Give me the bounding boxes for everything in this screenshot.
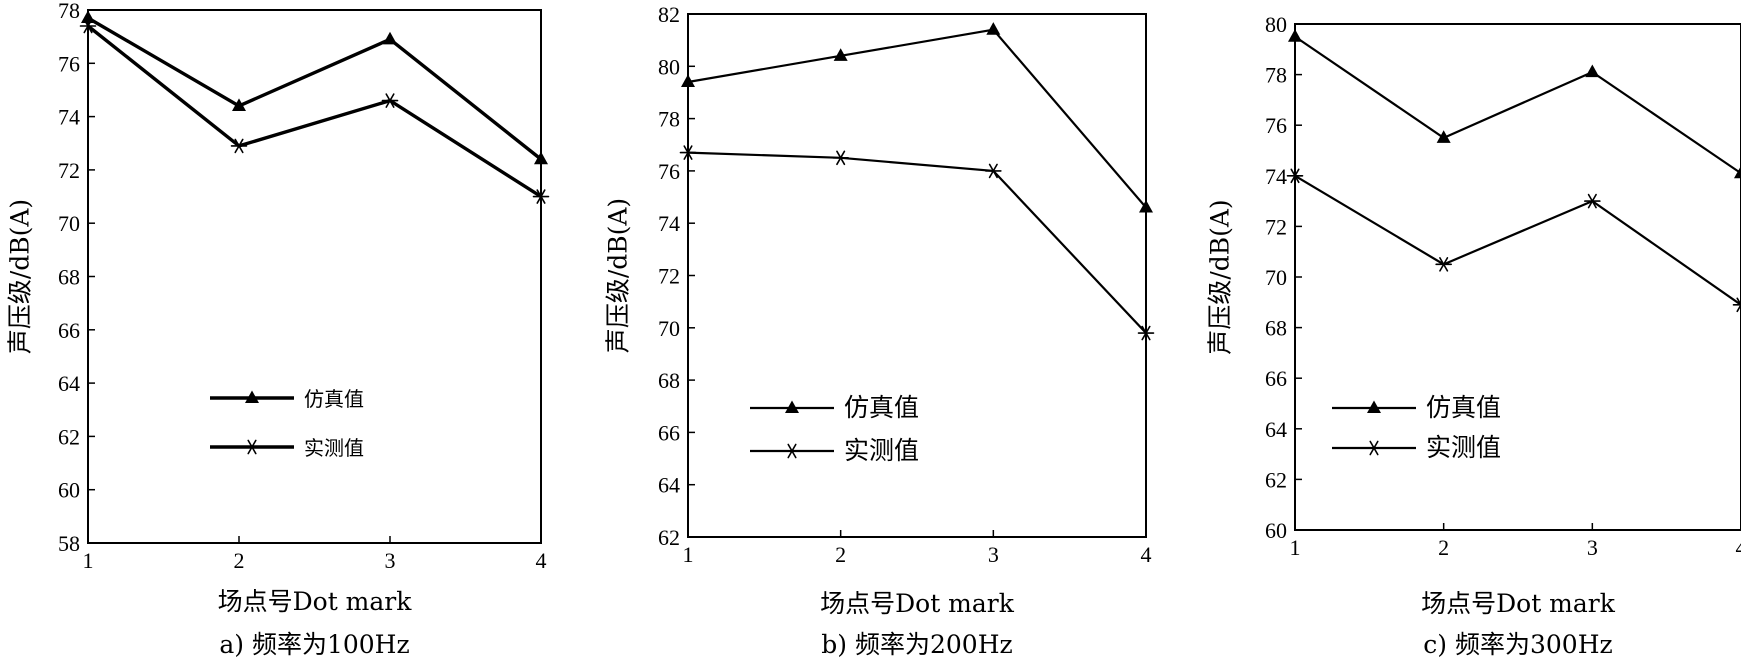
plot-frame [87,9,542,544]
chart-caption: b) 频率为200Hz [821,630,1012,659]
x-tick-label: 3 [1587,535,1598,560]
data-point [383,31,397,45]
legend-label: 仿真值 [304,387,364,411]
data-point [1584,193,1601,209]
y-tick-label: 76 [1265,113,1287,138]
legend-marker [243,439,261,455]
x-tick-label: 3 [385,548,396,573]
data-point [1286,168,1304,184]
data-point [985,163,1002,179]
x-tick-label: 1 [83,548,94,573]
chart-caption: a) 频率为100Hz [219,630,409,659]
y-tick-label: 70 [658,316,680,341]
legend-label: 实测值 [844,436,919,465]
x-axis-title: 场点号Dot mark [1421,589,1616,618]
y-tick-label: 74 [58,105,80,130]
y-tick-label: 60 [1265,518,1287,543]
x-tick-label: 1 [1290,535,1301,560]
y-tick-label: 66 [1265,366,1287,391]
data-point [1435,257,1452,272]
data-point [1734,165,1741,179]
data-point [833,48,848,61]
y-tick-label: 64 [658,473,680,498]
y-tick-label: 74 [1265,164,1287,189]
data-point [79,18,97,34]
y-tick-label: 70 [58,211,80,236]
data-point [1436,130,1451,143]
data-point [679,145,697,160]
y-axis-title: 声压级/dB(A) [1206,199,1235,354]
plot-frame [1294,23,1741,531]
data-point [81,10,95,24]
y-tick-label: 68 [58,265,80,290]
series-line [86,24,542,198]
legend-label: 实测值 [304,436,364,460]
x-tick-label: 4 [1736,535,1741,560]
y-tick-label: 64 [58,371,80,396]
data-point [232,98,246,111]
x-tick-label: 3 [988,542,999,567]
y-axis-title: 声压级/dB(A) [604,198,633,353]
data-point [1139,199,1153,213]
y-tick-label: 58 [58,531,80,556]
y-tick-label: 68 [1265,316,1287,341]
y-tick-label: 74 [658,211,680,236]
y-tick-label: 76 [58,51,80,76]
legend-marker [783,443,801,459]
y-tick-label: 76 [658,159,680,184]
series-line [1294,35,1741,175]
y-tick-label: 72 [1265,214,1287,239]
y-tick-label: 78 [658,107,680,132]
legend-label: 实测值 [1426,433,1501,462]
x-tick-label: 1 [683,542,694,567]
y-tick-label: 80 [658,54,680,79]
x-tick-label: 4 [1141,542,1152,567]
series-line [687,151,1147,334]
x-tick-label: 2 [1438,535,1449,560]
legend-marker [1367,400,1381,414]
y-tick-label: 78 [1265,63,1287,88]
data-point [832,150,849,166]
legend-marker [785,400,799,414]
y-axis-title: 声压级/dB(A) [6,199,35,354]
data-point [1288,29,1302,42]
legend-label: 仿真值 [1426,393,1501,422]
y-tick-label: 60 [58,478,80,503]
y-tick-label: 66 [658,420,680,445]
x-axis-title: 场点号Dot mark [820,589,1015,618]
y-tick-label: 62 [1265,467,1287,492]
x-tick-label: 2 [835,542,846,567]
y-tick-label: 82 [658,2,680,27]
y-tick-label: 70 [1265,265,1287,290]
data-point [681,74,695,88]
legend-label: 仿真值 [844,393,919,422]
data-point [1137,325,1155,341]
data-point [381,93,399,108]
data-point [230,138,248,154]
data-point [986,22,1001,35]
x-tick-label: 4 [536,548,547,573]
data-point [534,151,548,165]
legend-marker [1365,440,1383,456]
y-tick-label: 62 [58,424,80,449]
series-line [687,28,1147,209]
data-point [532,189,550,204]
y-tick-label: 62 [658,525,680,550]
data-point [1732,297,1741,313]
series-line [1294,174,1741,306]
data-point [1585,64,1600,78]
y-tick-label: 80 [1265,12,1287,37]
y-tick-label: 64 [1265,417,1287,442]
legend-marker [245,390,259,404]
y-tick-label: 72 [58,158,80,183]
x-axis-title: 场点号Dot mark [218,587,413,616]
x-tick-label: 2 [234,548,245,573]
series-line [87,16,543,161]
chart-caption: c) 频率为300Hz [1423,630,1612,659]
y-tick-label: 78 [58,0,80,23]
y-tick-label: 72 [658,264,680,289]
y-tick-label: 68 [658,368,680,393]
y-tick-label: 66 [58,318,80,343]
